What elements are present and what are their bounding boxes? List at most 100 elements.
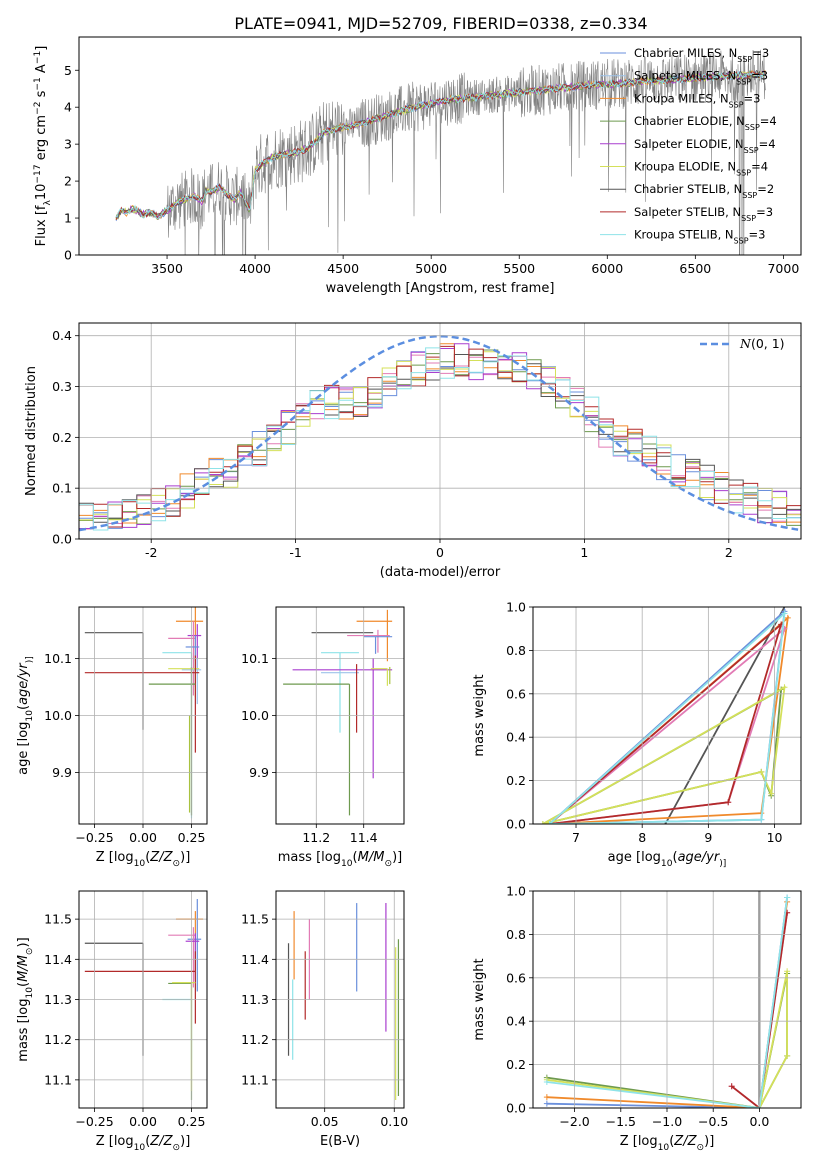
x-axis-label-part: )] [180, 850, 190, 865]
y-tick-label: 9.9 [52, 765, 72, 780]
error-bar-point [168, 982, 193, 1100]
x-tick-label: 0.25 [178, 830, 206, 845]
y-axis-label-part: s [34, 90, 49, 101]
legend-subscript: SSP [742, 191, 757, 200]
data-point-marker [543, 1100, 550, 1107]
x-axis-label-part: ( [669, 1134, 674, 1149]
x-axis-label-part: 10 [134, 1143, 146, 1153]
y-axis-label-part: 10 [25, 710, 35, 722]
y-tick-label: 5 [64, 63, 72, 78]
legend-subscript: SSP [744, 145, 759, 154]
error-bar-point [168, 927, 196, 988]
x-tick-label: 0.0 [749, 1114, 769, 1129]
y-axis-label-part: −2 [33, 102, 43, 115]
mass-weight-line [548, 611, 786, 824]
x-axis-label-part: mass [log [278, 850, 341, 865]
y-tick-label: 4 [64, 100, 72, 115]
y-tick-label: 0.0 [52, 532, 72, 547]
x-tick-label: 2 [725, 545, 733, 560]
x-tick-label: −0.5 [698, 1114, 728, 1129]
plot-area [283, 609, 393, 816]
axes-frame [275, 890, 405, 1109]
x-axis-label-part: 10 [134, 859, 146, 869]
y-tick-label: 0.2 [52, 430, 72, 445]
legend: N(0, 1) [700, 336, 785, 351]
x-tick-label: 11.2 [302, 830, 330, 845]
data-point-marker [543, 1094, 550, 1101]
panels: 3500 4000 4500 5000 5500 6000 6500 7000 0 1 2 3 4 5 wa… [16, 36, 802, 1153]
legend-text: Kroupa MILES, N [634, 91, 729, 105]
figure-title: PLATE=0941, MJD=52709, FIBERID=0338, z=0… [234, 14, 647, 33]
legend-value: =4 [760, 114, 777, 128]
axes-frame [78, 322, 802, 540]
legend-text: Salpeter ELODIE, N [634, 137, 744, 151]
data-point-marker [781, 610, 788, 617]
y-axis-label-part: 10 [34, 184, 49, 201]
legend-entry-label: Chabrier ELODIE, NSSP=4 [634, 114, 777, 132]
y-tick-label: 0.3 [52, 379, 72, 394]
panel-mass_vs_ebv: 0.05 0.10 11.1 11.2 11.3 11.4 11.5 E(B-V) [241, 890, 408, 1149]
x-tick-label: -1 [289, 545, 301, 560]
legend-text: Kroupa STELIB, N [634, 228, 734, 242]
mass-weight-line [548, 621, 783, 824]
x-axis-label: Z [log10(Z/Z⊙)] [96, 850, 191, 869]
y-axis-label-part: ( [16, 705, 31, 710]
axes-frame [532, 606, 802, 825]
x-axis-label-part: 10 [661, 859, 673, 869]
y-tick-label: 0.2 [506, 1057, 526, 1072]
y-axis-label-part: M/M [16, 955, 31, 982]
legend-symbol: N [739, 336, 752, 351]
legend-subscript: SSP [736, 168, 751, 177]
panel-residuals: -2 -1 0 1 2 0.0 0.1 0.2 0.3 0.4 (data-model)/error… [24, 322, 802, 580]
legend-subscript: SSP [736, 77, 751, 86]
legend-subscript: SSP [741, 213, 756, 222]
y-axis-label-part: λ [43, 200, 53, 206]
x-tick-label: 11.4 [350, 830, 378, 845]
legend-value: =3 [749, 228, 766, 242]
x-tick-label: 4000 [239, 261, 271, 276]
y-axis-label-part: −1 [33, 77, 43, 90]
x-axis-label-part: 10 [341, 859, 353, 869]
y-axis-label-part: ⊙ [25, 947, 35, 955]
model-spectrum-line [115, 71, 767, 219]
y-tick-label: 0.1 [52, 481, 72, 496]
legend-subscript: SSP [734, 236, 749, 245]
legend-entry-label: Salpeter MILES, NSSP=3 [634, 69, 768, 87]
y-axis-label-part: ] [34, 46, 49, 51]
x-tick-label: −0.25 [75, 830, 113, 845]
y-axis-label: Flux [fλ10−17 erg cm−2 s−1 A−1] [33, 46, 53, 247]
axes-frame [78, 36, 802, 256]
x-axis-label-part: Z [log [96, 850, 134, 865]
y-tick-label: 1.0 [506, 884, 526, 899]
data-point-marker [728, 1083, 735, 1090]
y-tick-label: 0.0 [506, 1101, 526, 1116]
legend-entry-label: Kroupa MILES, NSSP=3 [634, 91, 760, 109]
x-axis-label-part: ( [145, 1134, 150, 1149]
panel-age_vs_mass: 11.2 11.4 9.9 10.0 10.1 mass [log10(M/M⊙)] [241, 606, 405, 869]
panel-age_vs_Z: −0.25 0.00 0.259.910.010.1Z [log10(Z/Z⊙)]a… [16, 606, 208, 869]
y-tick-label: 0.4 [506, 1014, 526, 1029]
y-tick-label: 0.8 [506, 643, 526, 658]
x-tick-label: 0.05 [311, 1114, 339, 1129]
data-point-marker [539, 821, 546, 824]
axes-frame [78, 890, 208, 1109]
x-tick-label: 0.00 [129, 830, 157, 845]
legend-value: =4 [759, 137, 776, 151]
x-axis-label-part: ( [673, 850, 678, 865]
x-tick-label: 6500 [679, 261, 711, 276]
x-axis-label: Z [log10(Z/Z⊙)] [96, 1134, 191, 1153]
error-bar-point [347, 629, 390, 653]
x-axis-label-part: ⊙ [384, 859, 392, 869]
y-tick-label: 0.2 [506, 773, 526, 788]
panel-spectrum: 3500 4000 4500 5000 5500 6000 6500 7000 0 1 2 3 4 5 wa… [33, 36, 802, 296]
y-tick-label: 0.8 [506, 927, 526, 942]
y-axis-label: mass weight [472, 674, 487, 756]
data-point-marker [758, 816, 765, 823]
legend-value: =3 [752, 46, 769, 60]
legend-entry-label: N(0, 1) [739, 336, 785, 351]
data-point-marker [546, 821, 553, 824]
